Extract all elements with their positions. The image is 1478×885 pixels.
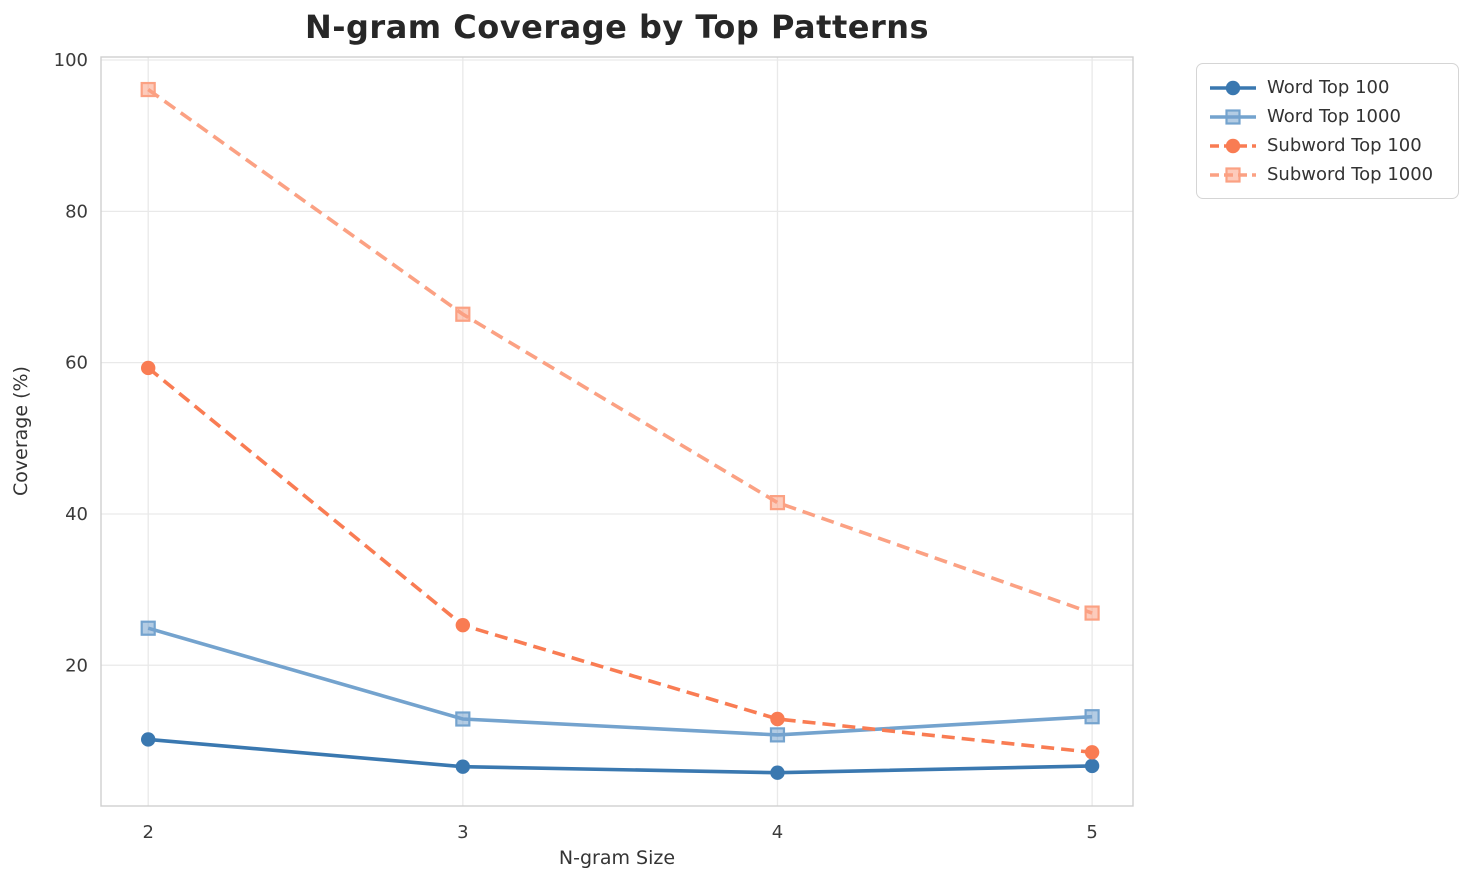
legend-item-word-top-1000: Word Top 1000 <box>1208 102 1445 131</box>
chart-title: N-gram Coverage by Top Patterns <box>304 8 930 46</box>
legend-label-subword-top-1000: Subword Top 1000 <box>1267 164 1434 185</box>
marker-subword-top-1000-x5 <box>1084 605 1100 621</box>
x-tick-label-4: 4 <box>772 822 783 843</box>
y-tick-label-20: 20 <box>65 655 88 676</box>
marker-word-top-100-x3 <box>455 759 471 774</box>
legend-swatch-subword-top-1000-icon <box>1210 166 1256 183</box>
marker-word-top-100-x2 <box>140 732 156 747</box>
x-tick-label-5: 5 <box>1086 822 1097 843</box>
legend-item-subword-top-1000: Subword Top 1000 <box>1208 160 1445 189</box>
y-tick-label-100: 100 <box>54 50 88 71</box>
marker-word-top-100-x5 <box>1084 758 1100 774</box>
marker-word-top-100-x4 <box>770 765 785 780</box>
legend-label-word-top-100: Word Top 100 <box>1267 77 1390 98</box>
marker-subword-top-100-x3 <box>455 617 471 633</box>
legend-swatch-subword-top-100-icon <box>1210 138 1256 153</box>
marker-word-top-1000-x3 <box>455 711 471 727</box>
x-tick-label-2: 2 <box>142 822 153 843</box>
legend: Word Top 100 Word Top 1000 Subword Top 100… <box>1196 63 1459 199</box>
marker-word-top-1000-x2 <box>140 620 156 636</box>
legend-label-subword-top-100: Subword Top 100 <box>1267 135 1422 156</box>
series-line-subword-top-1000 <box>147 88 1093 615</box>
marker-subword-top-1000-x4 <box>769 495 786 511</box>
legend-item-subword-top-100: Subword Top 100 <box>1208 131 1445 160</box>
y-tick-label-40: 40 <box>65 504 88 525</box>
legend-swatch-word-top-1000-icon <box>1210 108 1256 125</box>
marker-subword-top-1000-x3 <box>455 306 471 322</box>
x-axis-label: N-gram Size <box>558 847 676 869</box>
legend-label-word-top-1000: Word Top 1000 <box>1267 106 1401 127</box>
marker-subword-top-100-x4 <box>770 711 785 727</box>
marker-subword-top-100-x5 <box>1084 745 1100 760</box>
legend-swatch-word-top-100-icon <box>1210 80 1256 95</box>
marker-word-top-1000-x5 <box>1084 709 1100 725</box>
marker-word-top-1000-x4 <box>769 727 786 743</box>
series-line-word-top-1000 <box>147 626 1093 737</box>
marker-subword-top-1000-x2 <box>140 81 156 98</box>
y-tick-label-60: 60 <box>65 353 88 374</box>
x-tick-label-3: 3 <box>457 822 468 843</box>
y-tick-label-80: 80 <box>65 201 88 222</box>
marker-subword-top-100-x2 <box>140 360 156 376</box>
series-line-word-top-100 <box>148 737 1093 775</box>
legend-item-word-top-100: Word Top 100 <box>1208 73 1445 102</box>
axes-spines <box>100 56 1134 807</box>
series-line-subword-top-100 <box>147 366 1093 755</box>
